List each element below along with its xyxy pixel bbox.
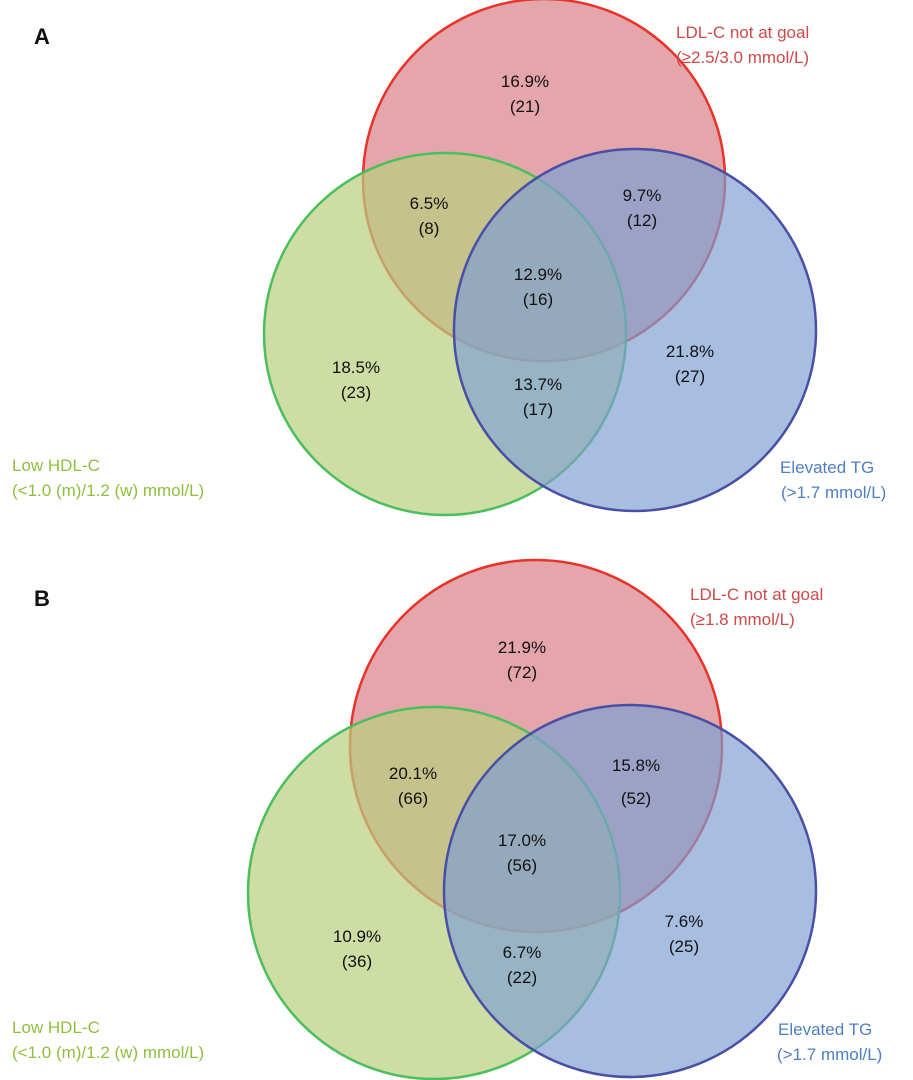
region-all-count: (56) xyxy=(507,856,537,875)
region-ldl-tg-pct: 9.7% xyxy=(623,186,662,205)
panel-letter: B xyxy=(34,586,50,611)
region-tg-only-count: (27) xyxy=(675,367,705,386)
region-hdl-only-pct: 10.9% xyxy=(333,927,381,946)
region-ldl-only-pct: 16.9% xyxy=(501,72,549,91)
hdl-set-threshold: (<1.0 (m)/1.2 (w) mmol/L) xyxy=(12,481,204,500)
panel-letter: A xyxy=(34,24,50,49)
region-ldl-only-pct: 21.9% xyxy=(498,638,546,657)
tg-circle xyxy=(452,147,818,513)
region-hdl-tg-pct: 6.7% xyxy=(503,943,542,962)
tg-set-threshold: (>1.7 mmol/L) xyxy=(781,483,886,502)
region-tg-only-count: (25) xyxy=(669,937,699,956)
venn-diagram-a: A LDL-C not at goal (≥2.5/3.0 mmol/L) Lo… xyxy=(12,0,886,517)
region-ldl-only-count: (72) xyxy=(507,663,537,682)
tg-set-label: Elevated TG xyxy=(780,458,874,477)
tg-circle xyxy=(442,703,818,1079)
region-tg-only-pct: 7.6% xyxy=(665,912,704,931)
region-ldl-hdl-pct: 20.1% xyxy=(389,764,437,783)
ldl-set-threshold: (≥2.5/3.0 mmol/L) xyxy=(676,48,809,67)
region-hdl-tg-count: (22) xyxy=(507,968,537,987)
tg-set-label: Elevated TG xyxy=(778,1020,872,1039)
region-all-count: (16) xyxy=(523,290,553,309)
region-all-pct: 17.0% xyxy=(498,831,546,850)
venn-panel-a: A LDL-C not at goal (≥2.5/3.0 mmol/L) Lo… xyxy=(12,0,886,517)
region-ldl-tg-pct: 15.8% xyxy=(612,756,660,775)
region-ldl-tg-count: (12) xyxy=(627,211,657,230)
hdl-set-label: Low HDL-C xyxy=(12,1018,100,1037)
region-hdl-tg-pct: 13.7% xyxy=(514,375,562,394)
region-ldl-only-count: (21) xyxy=(510,97,540,116)
region-hdl-only-count: (23) xyxy=(341,383,371,402)
region-ldl-hdl-count: (66) xyxy=(398,789,428,808)
venn-panel-b: B LDL-C not at goal (≥1.8 mmol/L) Low HD… xyxy=(0,540,913,1080)
tg-set-threshold: (>1.7 mmol/L) xyxy=(777,1045,882,1064)
region-tg-only-pct: 21.8% xyxy=(666,342,714,361)
region-hdl-only-pct: 18.5% xyxy=(332,358,380,377)
region-ldl-hdl-pct: 6.5% xyxy=(410,194,449,213)
ldl-set-label: LDL-C not at goal xyxy=(676,23,809,42)
hdl-set-threshold: (<1.0 (m)/1.2 (w) mmol/L) xyxy=(12,1043,204,1062)
ldl-set-threshold: (≥1.8 mmol/L) xyxy=(690,610,795,629)
ldl-set-label: LDL-C not at goal xyxy=(690,585,823,604)
hdl-set-label: Low HDL-C xyxy=(12,456,100,475)
region-hdl-only-count: (36) xyxy=(342,952,372,971)
region-all-pct: 12.9% xyxy=(514,265,562,284)
region-ldl-hdl-count: (8) xyxy=(419,219,440,238)
venn-diagram-b: B LDL-C not at goal (≥1.8 mmol/L) Low HD… xyxy=(12,558,882,1080)
region-ldl-tg-count: (52) xyxy=(621,789,651,808)
region-hdl-tg-count: (17) xyxy=(523,400,553,419)
